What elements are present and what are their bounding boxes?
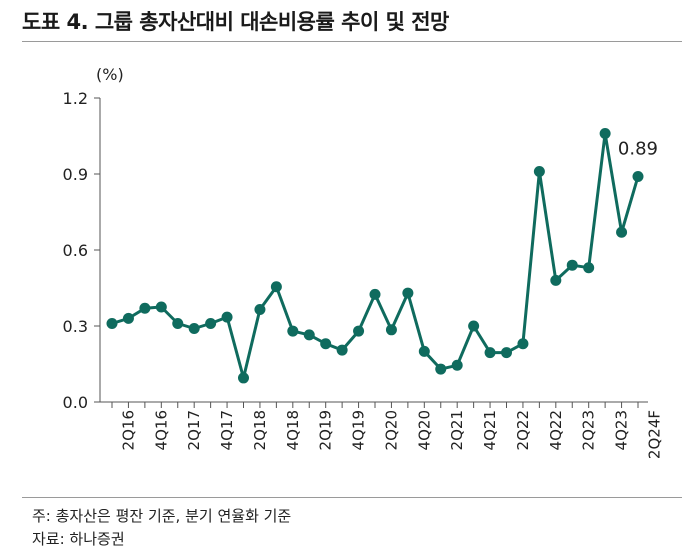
chart-title: 도표 4. 그룹 총자산대비 대손비용률 추이 및 전망 [22, 10, 449, 34]
footer-divider [22, 497, 682, 498]
data-point [418, 345, 430, 357]
y-tick-label: 1.2 [63, 89, 88, 108]
data-point [484, 347, 496, 359]
data-point [336, 344, 348, 356]
data-point [205, 317, 217, 329]
x-axis-ticks: 2Q16 4Q16 2Q17 4Q17 2Q18 4Q18 2Q19 4Q19 2Q20 4Q20… [111, 402, 663, 459]
data-point [566, 259, 578, 271]
x-tick-label: 2Q17 [185, 410, 203, 450]
y-axis-unit-label: (%) [96, 65, 124, 84]
y-tick-label: 0.0 [63, 393, 88, 412]
annotations: 0.89 [618, 139, 658, 160]
data-point [599, 127, 611, 139]
data-point [238, 372, 249, 384]
data-point [172, 317, 184, 329]
x-tick-label: 2Q18 [251, 410, 269, 450]
x-tick-label: 2Q19 [317, 410, 335, 450]
data-point [550, 274, 562, 286]
footnote: 주: 총자산은 평잔 기준, 분기 연율화 기준 [32, 507, 292, 525]
data-point [122, 312, 134, 324]
series-group [106, 127, 644, 384]
data-point [139, 302, 151, 314]
line-chart: (%) 0.0 0.3 0.6 0.9 1.2 2Q16 4Q16 2Q17 4Q17 2Q18… [63, 65, 664, 459]
title-divider [22, 41, 682, 42]
data-point [632, 171, 644, 183]
x-tick-label: 4Q23 [613, 410, 631, 450]
x-tick-label: 2Q20 [382, 410, 400, 450]
data-point [287, 325, 299, 337]
data-point [435, 363, 447, 375]
data-point [583, 262, 595, 274]
x-tick-label: 4Q19 [350, 410, 368, 450]
x-tick-label: 2Q21 [448, 410, 466, 450]
x-tick-label: 4Q22 [547, 410, 565, 450]
data-point [468, 320, 480, 332]
data-point [270, 281, 282, 293]
data-point [402, 287, 414, 299]
y-tick-label: 0.3 [63, 317, 88, 336]
data-point [533, 165, 545, 177]
data-point [188, 323, 200, 335]
x-tick-label: 4Q17 [218, 410, 236, 450]
x-tick-label: 2Q22 [514, 410, 532, 450]
y-tick-label: 0.6 [63, 241, 88, 260]
x-tick-label: 4Q21 [481, 410, 499, 450]
data-point [369, 288, 381, 300]
axes [99, 98, 648, 403]
data-point [385, 324, 397, 336]
x-tick-label: 2Q16 [119, 410, 137, 450]
y-tick-label: 0.9 [63, 165, 88, 184]
source-note: 자료: 하나증권 [32, 530, 125, 548]
x-tick-label: 4Q18 [284, 410, 302, 450]
data-point [517, 338, 529, 350]
data-point [254, 304, 266, 316]
x-tick-label: 2Q23 [580, 410, 598, 450]
data-point [353, 325, 365, 337]
data-point [221, 311, 233, 323]
data-point [303, 329, 315, 341]
data-label: 0.89 [618, 139, 658, 160]
series-line [111, 132, 640, 380]
x-tick-label: 4Q20 [415, 410, 433, 450]
x-tick-label: 2Q24F [645, 410, 663, 459]
x-tick-label: 4Q16 [152, 410, 170, 450]
data-point [106, 317, 118, 329]
data-point [501, 347, 512, 359]
data-point [616, 226, 628, 238]
data-point [155, 301, 167, 313]
data-point [451, 359, 463, 371]
y-axis-ticks: 0.0 0.3 0.6 0.9 1.2 [63, 89, 100, 412]
data-point [320, 338, 332, 350]
